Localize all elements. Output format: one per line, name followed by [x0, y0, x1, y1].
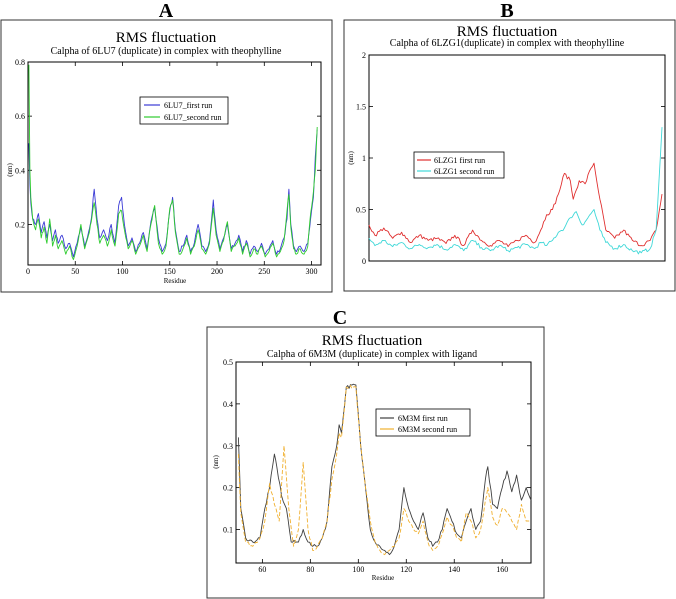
panel-a-subtitle: Calpha of 6LU7 (duplicate) in complex wi…	[51, 46, 282, 57]
panel-b-plot-area	[368, 54, 666, 262]
panel-a-xtick-label: 150	[164, 267, 176, 276]
panel-c-xtick-label: 100	[352, 565, 364, 574]
panel-a-xtick-label: 100	[117, 267, 129, 276]
panel-a-xlabel: Residue	[164, 277, 187, 285]
panel-b-ytick-label: 0	[362, 257, 366, 266]
panel-c-xlabel: Residue	[372, 574, 395, 582]
panel-c-legend-label-second-run: 6M3M second run	[398, 425, 457, 434]
panel-c-ytick-label: 0.5	[223, 358, 233, 367]
panel-c-series-line-second-run	[237, 384, 531, 556]
panel-a-xtick-label: 250	[258, 267, 270, 276]
panel-b-legend-box	[413, 151, 505, 179]
panel-letter-a: A	[159, 0, 174, 22]
panel-a-xtick-label: 200	[211, 267, 223, 276]
panel-a-xtick-label: 300	[306, 267, 318, 276]
panel-b-legend: 6LZG1 first run 6LZG1 second run	[413, 151, 505, 179]
panel-a-xtick-label: 0	[26, 267, 30, 276]
panel-c-xtick-label: 80	[306, 565, 314, 574]
panel-b-ylabel: (nm)	[347, 151, 355, 165]
panel-b-ytick-label: 1	[362, 154, 366, 163]
panel-a-ytick-label: 0.6	[15, 112, 25, 121]
panel-c-ytick-label: 0.4	[223, 400, 233, 409]
panel-c-ytick-label: 0.1	[223, 526, 233, 535]
panel-b-title: RMS fluctuation	[457, 24, 558, 40]
panel-a-plot-area	[27, 61, 322, 266]
panel-c-legend-label-first-run: 6M3M first run	[398, 414, 448, 423]
panel-a-series-line-first-run	[28, 129, 318, 258]
panel-c-subtitle: Calpha of 6M3M (duplicate) in complex wi…	[267, 349, 477, 360]
panel-c-xtick-label: 60	[258, 565, 266, 574]
panel-c-xtick-label: 140	[448, 565, 460, 574]
panel-a-ylabel: (nm)	[6, 163, 14, 177]
panel-c-plot-area	[235, 361, 532, 564]
panel-c-legend-box	[375, 408, 471, 437]
panel-a-legend-label-second-run: 6LU7_second run	[164, 113, 222, 122]
panel-b-legend-label-second-run: 6LZG1 second run	[434, 167, 494, 176]
panel-b-subtitle: Calpha of 6LZG1(duplicate) in complex wi…	[390, 38, 625, 49]
panel-letter-c: C	[333, 307, 347, 329]
chart-marks: 0.2 0.4 0.6 0.8 0 50 100 150 200 250 300 0 0.5 1 1.5 2 0…	[15, 51, 665, 574]
panel-c-title: RMS fluctuation	[322, 333, 423, 349]
panel-c-ytick-label: 0.3	[223, 442, 233, 451]
panel-c-legend: 6M3M first run 6M3M second run	[375, 408, 471, 437]
panel-a-ytick-label: 0.2	[15, 220, 25, 229]
panel-c-xtick-label: 160	[496, 565, 508, 574]
panel-a-frame	[0, 19, 333, 293]
panel-c-xtick-label: 120	[400, 565, 412, 574]
panel-b-ytick-label: 1.5	[356, 103, 366, 112]
panel-a-legend: 6LU7_first run 6LU7_second run	[139, 96, 229, 125]
panel-b-ytick-label: 0.5	[356, 206, 366, 215]
panel-a-series-line-second-run	[28, 64, 318, 261]
panel-c-ylabel: (nm)	[212, 455, 220, 469]
panel-a-ytick-label: 0.8	[15, 58, 25, 67]
panel-b-series-line-first-run	[368, 162, 663, 248]
panel-b-legend-label-first-run: 6LZG1 first run	[434, 156, 485, 165]
panel-c-ytick-label: 0.2	[223, 484, 233, 493]
panel-b-ytick-label: 2	[362, 51, 366, 60]
panel-b-series-line-second-run	[368, 127, 663, 255]
panel-a-title: RMS fluctuation	[116, 30, 217, 46]
panel-letter-b: B	[500, 0, 513, 22]
panel-a-legend-box	[139, 96, 229, 125]
panel-c-frame	[206, 326, 545, 599]
panel-a-legend-label-first-run: 6LU7_first run	[164, 101, 212, 110]
panel-b-frame	[343, 19, 676, 292]
panel-c-series-line-first-run	[237, 383, 532, 556]
panel-a-xtick-label: 50	[71, 267, 79, 276]
panel-a-ytick-label: 0.4	[15, 166, 25, 175]
